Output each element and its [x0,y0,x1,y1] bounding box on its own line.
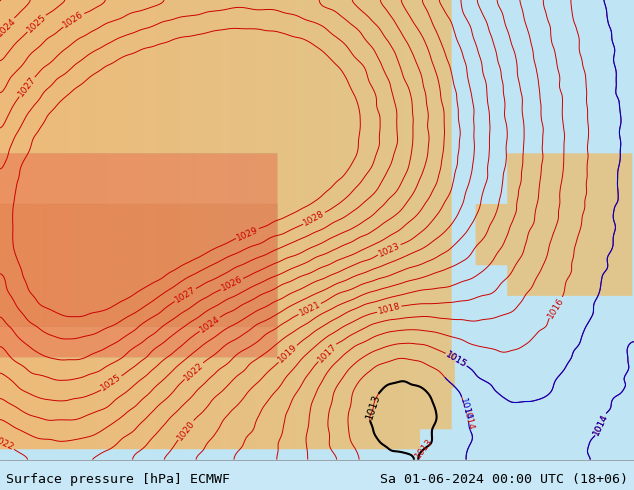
Text: 1014: 1014 [592,412,609,437]
Text: 1014: 1014 [461,408,476,432]
Text: 1029: 1029 [235,225,260,243]
Text: 1020: 1020 [176,418,197,442]
Text: 1027: 1027 [16,75,37,98]
Text: 1014: 1014 [458,397,473,421]
Text: Surface pressure [hPa] ECMWF: Surface pressure [hPa] ECMWF [6,473,230,486]
Text: 1022: 1022 [183,360,205,382]
Text: 1015: 1015 [444,350,468,369]
Text: 1019: 1019 [276,343,299,365]
Text: 1015: 1015 [444,350,469,369]
Text: 1018: 1018 [377,302,401,317]
Text: 1022: 1022 [0,435,15,452]
Text: Sa 01-06-2024 00:00 UTC (18+06): Sa 01-06-2024 00:00 UTC (18+06) [380,473,628,486]
Text: 1024: 1024 [0,17,18,39]
Text: 1023: 1023 [377,241,401,259]
Text: 1028: 1028 [302,209,327,228]
Text: 1017: 1017 [316,342,339,364]
Text: 1016: 1016 [546,295,566,319]
Text: 1013: 1013 [413,437,435,461]
Text: 1026: 1026 [61,10,86,30]
Text: 1024: 1024 [198,314,222,334]
Text: 1014: 1014 [592,412,609,437]
Text: 1013: 1013 [365,393,382,421]
Text: 1021: 1021 [297,300,322,318]
Text: 1025: 1025 [100,373,123,393]
Text: 1027: 1027 [173,285,198,305]
Text: 1025: 1025 [25,12,48,34]
Text: 1026: 1026 [220,275,244,293]
